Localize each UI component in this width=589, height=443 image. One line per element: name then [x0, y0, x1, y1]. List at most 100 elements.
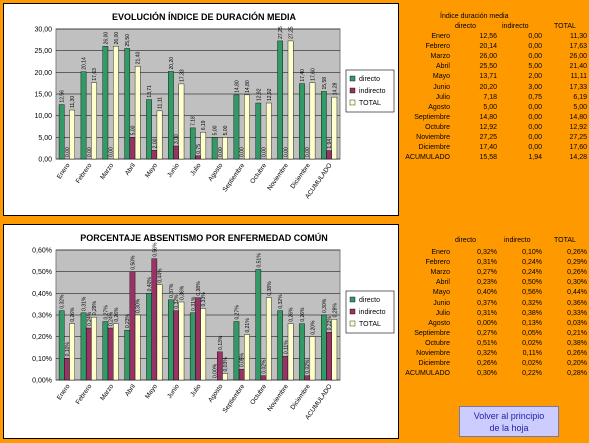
table1-value: 26,00: [479, 53, 497, 61]
bar-indirecto: [326, 332, 332, 381]
bar-directo: [146, 293, 152, 381]
y-tick-label: 0,40%: [32, 291, 52, 298]
bar-indirecto: [238, 368, 245, 381]
table2-value: 0,56%: [522, 289, 542, 297]
bar-total: [156, 284, 163, 381]
back-to-top-button[interactable]: Volver al principio de la hoja: [459, 406, 559, 437]
back-to-top-line2: de la hoja: [489, 423, 529, 433]
data-label: 0,00: [240, 147, 246, 157]
data-label: 0,21%: [245, 318, 251, 333]
data-label: 25,50: [125, 34, 131, 47]
table2-month-label: Junio: [433, 299, 450, 307]
legend-label-total: TOTAL: [359, 100, 381, 107]
table2-header-directo: directo: [455, 237, 477, 244]
table2-value: 0,31%: [477, 259, 497, 267]
table2-value: 0,51%: [477, 339, 497, 347]
y-tick-label: 15,00: [34, 92, 52, 99]
bar-indirecto: [326, 150, 332, 160]
x-category-label: Mayo: [144, 383, 159, 400]
data-label: 0,26%: [114, 307, 120, 322]
bar-directo: [277, 40, 283, 160]
table1-month-label: Julio: [435, 93, 450, 101]
legend-swatch-directo: [349, 296, 356, 303]
data-label: 0,30%: [322, 298, 328, 313]
bar-total: [69, 323, 75, 381]
absentismo-chart: PORCENTAJE ABSENTISMO POR ENFERMEDAD COM…: [3, 224, 399, 439]
bar-directo: [80, 71, 87, 160]
table1-month-label: Octubre: [425, 123, 450, 131]
bar-total: [178, 83, 185, 160]
data-label: 0,24%: [109, 311, 115, 326]
data-label: 0,20%: [310, 320, 316, 335]
x-category-label: Diciembre: [289, 162, 312, 190]
data-label: 0,31%: [191, 296, 197, 311]
table2-value: 0,30%: [477, 370, 497, 378]
table1-row: Noviembre 27,25 0,00 27,25: [400, 133, 589, 143]
data-label: 0,02%: [305, 359, 311, 374]
bar-indirecto: [195, 155, 201, 160]
table2-value: 0,23%: [477, 279, 497, 287]
table1-value: 0,00: [528, 103, 542, 111]
table2-value: 0,26%: [567, 269, 587, 277]
table1-row: Abril 25,50 5,00 21,40: [400, 62, 589, 72]
chart-title: EVOLUCIÓN ÍNDICE DE DURACIÓN MEDIA: [112, 11, 297, 22]
x-category-label: Enero: [56, 162, 72, 181]
table1-value: 27,25: [479, 134, 497, 141]
bar-directo: [58, 104, 65, 160]
bar-indirecto: [217, 351, 223, 381]
data-label: 0,27%: [234, 305, 240, 320]
bar-directo: [146, 99, 152, 160]
table2-value: 0,02%: [522, 339, 542, 347]
data-label: 0,00: [109, 147, 115, 157]
x-category-label: Septiembre: [222, 162, 247, 194]
data-label: 26,00: [103, 32, 109, 45]
bar-indirecto: [173, 145, 179, 160]
table1-month-label: Febrero: [425, 43, 450, 51]
x-category-label: Junio: [166, 162, 181, 179]
data-label: 12,56: [60, 90, 66, 103]
duracion-media-chart-svg: EVOLUCIÓN ÍNDICE DE DURACIÓN MEDIA 0,00 5,…: [34, 11, 395, 200]
bar-indirecto: [260, 375, 267, 381]
data-label: 0,00: [87, 147, 93, 157]
table2-row: Octubre 0,51% 0,02% 0,38%: [400, 339, 589, 349]
bar-total: [134, 66, 141, 160]
table1-value: 0,00: [528, 134, 542, 141]
table1-value: 6,19: [573, 93, 587, 101]
data-label: 0,00: [305, 147, 311, 157]
x-category-label: Noviembre: [266, 383, 290, 413]
bar-directo: [299, 323, 305, 381]
bar-indirecto: [107, 327, 114, 381]
legend-label-directo: directo: [359, 76, 380, 83]
bar-directo: [168, 299, 174, 381]
x-category-label: Mayo: [144, 162, 159, 179]
data-label: 17,63: [92, 68, 98, 81]
table2-value: 0,20%: [567, 360, 587, 368]
table2-value: 0,50%: [522, 279, 542, 287]
data-label: 26,00: [114, 32, 120, 45]
data-label: 0,26%: [300, 307, 306, 322]
bar-directo: [233, 321, 240, 381]
data-label: 0,36%: [179, 285, 185, 300]
table1-title: Índice duración media: [440, 13, 509, 20]
data-label: 5,00: [213, 125, 219, 135]
x-category-label: Octubre: [249, 162, 268, 185]
table1-header-row: directo indirecto TOTAL: [400, 22, 585, 32]
table1-value: 11,30: [570, 33, 587, 40]
table2-row: Diciembre 0,26% 0,02% 0,20%: [400, 359, 589, 369]
bar-total: [200, 131, 207, 160]
bar-total: [265, 297, 272, 381]
bar-total: [91, 82, 97, 160]
bar-directo: [102, 321, 109, 381]
data-label: 0,40%: [147, 277, 153, 292]
y-tick-label: 25,00: [34, 48, 52, 55]
data-label: 0,05%: [240, 352, 246, 367]
bar-indirecto: [129, 137, 136, 160]
bar-directo: [321, 91, 327, 160]
legend-label-indirecto: indirecto: [359, 309, 386, 316]
table2-value: 0,27%: [477, 269, 497, 277]
bar-indirecto: [195, 297, 201, 381]
bar-indirecto: [64, 358, 70, 381]
table2-row: Septiembre 0,27% 0,05% 0,21%: [400, 329, 589, 339]
legend-label-total: TOTAL: [359, 321, 381, 328]
data-label: 17,40: [300, 69, 306, 82]
